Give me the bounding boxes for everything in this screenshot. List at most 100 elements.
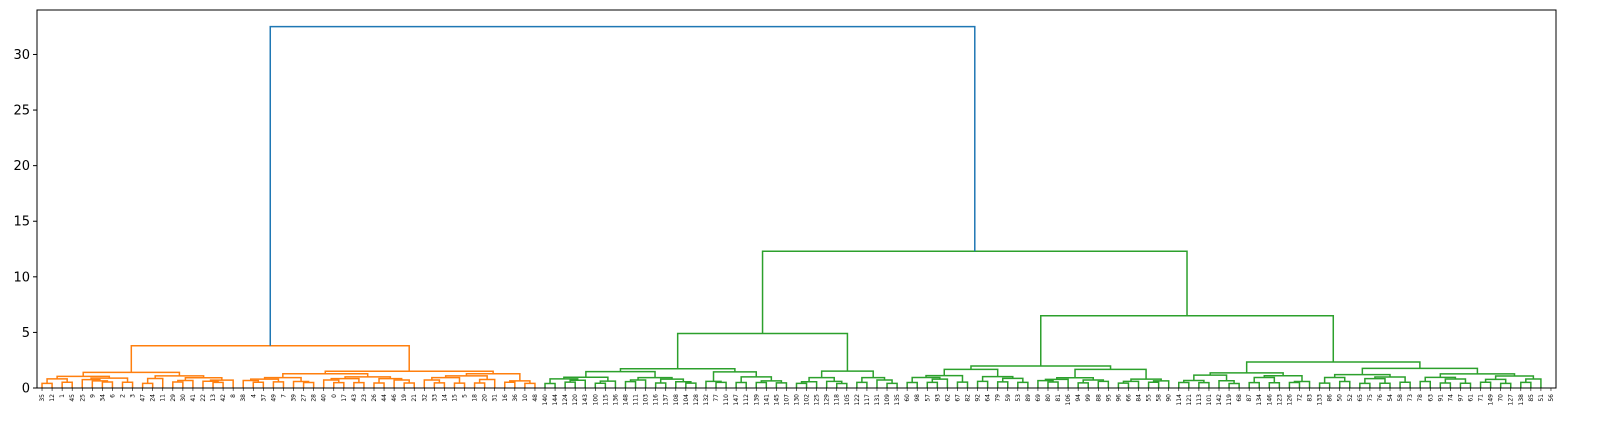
leaf-label: 51 <box>1538 394 1545 402</box>
leaf-label: 3 <box>130 394 137 398</box>
dendrogram-link <box>121 381 134 388</box>
dendrogram-link <box>322 379 340 388</box>
dendrogram-link <box>735 381 747 388</box>
leaf-label: 130 <box>794 394 801 406</box>
dendrogram-link <box>1525 378 1542 388</box>
y-tick-label: 0 <box>22 382 30 397</box>
dendrogram-link <box>1263 374 1303 382</box>
dendrogram-link <box>1056 377 1095 380</box>
leaf-label: 122 <box>854 394 861 406</box>
dendrogram-link <box>1122 380 1140 388</box>
leaf-label: 21 <box>411 394 418 402</box>
leaf-label: 120 <box>572 394 579 406</box>
dendrogram-link <box>911 376 941 383</box>
dendrogram-link <box>1183 379 1205 383</box>
dendrogram-link <box>403 382 415 388</box>
leaf-label: 7 <box>280 394 287 398</box>
dendrogram-link <box>659 378 685 383</box>
leaf-label: 138 <box>1518 394 1525 406</box>
leaf-label: 90 <box>1166 394 1173 402</box>
leaf-label: 37 <box>260 394 267 402</box>
x-axis: 35 12 1 45 25 9 34 6 2 3 47 24 11 29 30 41 22 13 42 8 38 4 37 4… <box>39 388 1555 405</box>
leaf-label: 19 <box>401 394 408 402</box>
leaf-label: 45 <box>69 394 76 402</box>
leaf-label: 132 <box>703 394 710 406</box>
leaf-label: 77 <box>713 394 720 402</box>
leaf-label: 146 <box>1266 394 1273 406</box>
dendrogram-link <box>1044 378 1069 388</box>
leaf-label: 28 <box>311 394 318 402</box>
leaf-label: 119 <box>1226 394 1233 406</box>
leaf-label: 71 <box>1478 394 1485 402</box>
dendrogram-link <box>272 381 285 388</box>
leaf-label: 145 <box>773 394 780 406</box>
dendrogram-link <box>1379 382 1391 388</box>
leaf-label: 133 <box>1317 394 1324 406</box>
leaf-label: 54 <box>1387 394 1394 402</box>
dendrogram-link <box>1499 382 1512 388</box>
dendrogram-link <box>886 382 898 388</box>
leaf-label: 142 <box>1216 394 1223 406</box>
dendrogram-link <box>41 382 53 388</box>
leaf-label: 79 <box>995 394 1002 402</box>
leaf-label: 65 <box>1357 394 1364 402</box>
leaf-label: 10 <box>522 394 529 402</box>
dendrogram-link <box>956 381 969 388</box>
dendrogram-link <box>563 376 609 382</box>
dendrogram-link <box>141 382 154 388</box>
leaf-label: 89 <box>1025 394 1032 402</box>
leaf-label: 44 <box>381 394 388 402</box>
leaf-label: 55 <box>1146 394 1153 402</box>
leaf-label: 124 <box>562 394 569 406</box>
dendrogram-link <box>172 381 184 388</box>
dendrogram-link <box>1040 314 1335 367</box>
dendrogram-link <box>761 250 1188 334</box>
dendrogram-link <box>624 380 637 388</box>
leaf-label: 67 <box>954 394 961 402</box>
dendrogram-link <box>825 380 843 388</box>
leaf-label: 127 <box>1508 394 1515 406</box>
leaf-label: 91 <box>1437 394 1444 402</box>
dendrogram-link <box>637 376 673 381</box>
leaf-label: 85 <box>1528 394 1535 402</box>
dendrogram-link <box>1520 381 1532 388</box>
dendrogram-link <box>504 381 516 388</box>
leaf-label: 121 <box>1186 394 1193 406</box>
leaf-label: 60 <box>904 394 911 402</box>
dendrogram-link <box>101 381 114 388</box>
dendrogram-link <box>1117 382 1130 388</box>
leaf-label: 9 <box>89 394 96 398</box>
leaf-label: 149 <box>1488 394 1495 406</box>
dendrogram-link <box>775 382 788 388</box>
leaf-label: 18 <box>472 394 479 402</box>
leaf-label: 106 <box>1065 394 1072 406</box>
dendrogram-link <box>433 382 446 388</box>
dendrogram-link <box>835 382 848 388</box>
dendrogram-link <box>423 379 441 388</box>
leaf-label: 42 <box>220 394 227 402</box>
dendrogram-links <box>41 25 1542 388</box>
leaf-label: 72 <box>1296 394 1303 402</box>
dendrogram-link <box>676 332 849 372</box>
leaf-label: 140 <box>542 394 549 406</box>
leaf-label: 57 <box>924 394 931 402</box>
leaf-label: 24 <box>150 394 157 402</box>
leaf-label: 70 <box>1498 394 1505 402</box>
leaf-label: 144 <box>552 394 559 406</box>
leaf-label: 125 <box>814 394 821 406</box>
leaf-label: 64 <box>985 394 992 402</box>
leaf-label: 101 <box>1206 394 1213 406</box>
dendrogram-link <box>755 381 768 388</box>
leaf-label: 87 <box>1246 394 1253 402</box>
leaf-label: 52 <box>1347 394 1354 402</box>
leaf-label: 139 <box>753 394 760 406</box>
leaf-label: 23 <box>361 394 368 402</box>
leaf-label: 84 <box>1136 394 1143 402</box>
dendrogram-link <box>81 378 101 388</box>
leaf-label: 110 <box>723 394 730 406</box>
dendrogram-link <box>685 382 697 388</box>
dendrogram-link <box>1419 380 1432 388</box>
y-tick-label: 10 <box>13 270 30 285</box>
dendrogram-link <box>820 370 874 378</box>
leaf-label: 38 <box>240 394 247 402</box>
